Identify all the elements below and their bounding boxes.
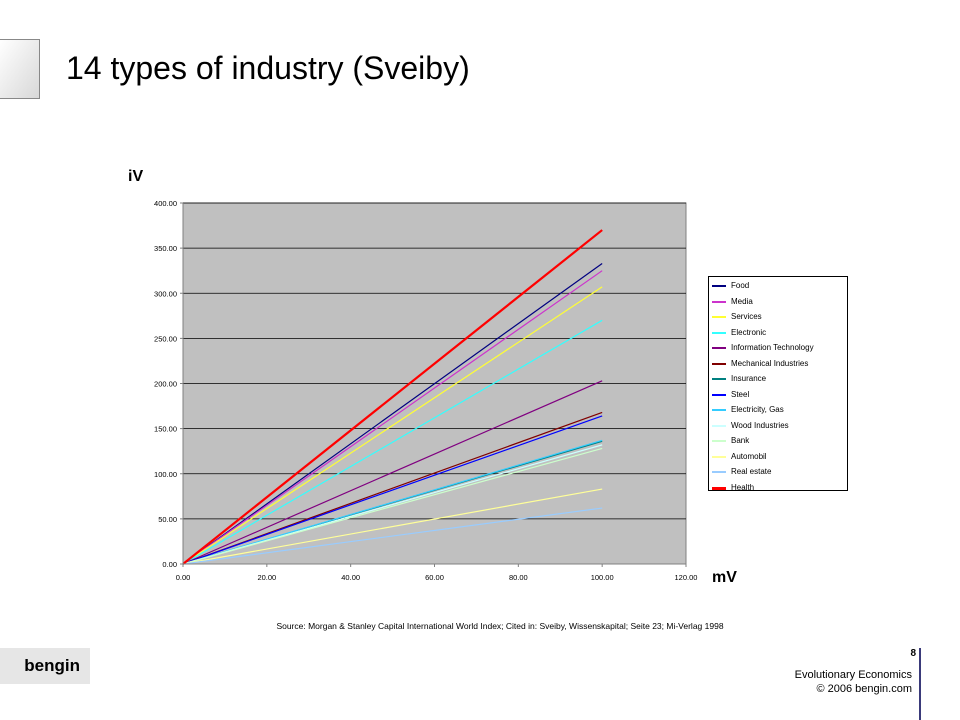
x-tick-label: 80.00 [509,573,528,582]
slide-title: 14 types of industry (Sveiby) [66,50,470,86]
legend-swatch [712,440,726,442]
legend-label: Insurance [731,374,767,383]
legend-label: Automobil [731,451,767,461]
x-tick-label: 120.00 [675,573,698,582]
legend-label: Steel [731,389,750,399]
legend-item-health: Health [709,480,847,496]
slide-corner-box [0,39,40,99]
x-tick-label: 100.00 [591,573,614,582]
y-tick-label: 150.00 [154,425,177,434]
axes [182,203,687,567]
legend-swatch [712,393,726,396]
footer-copyright: © 2006 bengin.com [816,683,912,695]
series-line-electricity-gas [182,439,603,565]
legend-swatch [712,362,726,365]
series-line-health [182,229,603,565]
series-line-food [182,262,603,565]
footer-divider [919,648,921,720]
legend-swatch [712,316,726,318]
x-tick-label: 0.00 [176,573,191,582]
y-tick-label: 250.00 [154,334,177,343]
legend-item-mechanical-industries: Mechanical Industries [709,356,847,372]
legend-label: Services [731,312,762,321]
x-axis-label: mV [712,569,737,586]
series-line-bank [182,447,603,565]
series-line-information-technology [182,380,603,565]
series-line-electronic [182,319,603,565]
legend-label: Media [731,296,753,306]
legend-swatch [712,331,726,334]
legend-swatch [712,285,726,287]
legend-item-insurance: Insurance [709,371,847,387]
grid-lines [180,202,686,565]
y-tick-label: 300.00 [154,289,177,298]
page-number: 8 [910,648,916,659]
legend-label: Electricity, Gas [731,405,784,414]
legend-item-wood-industries: Wood Industries [709,418,847,434]
series-lines [182,229,603,565]
legend-swatch [712,347,726,349]
y-tick-label: 100.00 [154,470,177,479]
legend-label: Health [731,482,755,492]
legend-label: Bank [731,436,750,445]
legend-swatch [712,471,726,473]
legend-item-services: Services [709,309,847,325]
legend-item-steel: Steel [709,387,847,403]
series-line-automobil [182,488,603,565]
legend-swatch [712,409,726,411]
series-line-real-estate [182,507,603,565]
x-tick-label: 60.00 [425,573,444,582]
y-tick-label: 200.00 [154,380,177,389]
legend-swatch [712,300,726,303]
legend-swatch [712,378,726,380]
legend-item-bank: Bank [709,433,847,449]
legend-item-information-technology: Information Technology [709,340,847,356]
legend-label: Food [731,281,750,290]
legend-item-media: Media [709,294,847,310]
y-tick-label: 0.00 [162,560,177,569]
legend-swatch [712,486,726,490]
bengin-logo: bengin [0,648,90,684]
series-line-steel [182,415,603,565]
legend-item-electronic: Electronic [709,325,847,341]
tick-labels: 0.00 50.00 100.00 150.00 200.00 250.00 300.00 3… [154,199,697,582]
legend-swatch [712,424,726,427]
footer-course-name: Evolutionary Economics [794,669,912,681]
legend-item-automobil: Automobil [709,449,847,465]
legend-swatch [712,455,726,458]
legend-label: Information Technology [731,343,814,352]
y-tick-label: 350.00 [154,244,177,253]
series-line-media [182,270,603,565]
legend-label: Real estate [731,467,772,476]
legend-item-real-estate: Real estate [709,464,847,480]
source-note: Source: Morgan & Stanley Capital Interna… [276,621,724,631]
y-tick-label: 50.00 [158,515,177,524]
y-axis-label: iV [128,168,144,185]
legend-label: Wood Industries [731,420,789,430]
chart-legend: Food Media Services Electronic Information T… [708,276,848,492]
y-tick-label: 400.00 [154,199,177,208]
legend-label: Electronic [731,327,767,337]
legend-item-food: Food [709,278,847,294]
x-tick-label: 20.00 [257,573,276,582]
x-tick-label: 40.00 [341,573,360,582]
legend-label: Mechanical Industries [731,358,809,368]
series-line-services [182,286,603,565]
legend-item-electricity-gas: Electricity, Gas [709,402,847,418]
